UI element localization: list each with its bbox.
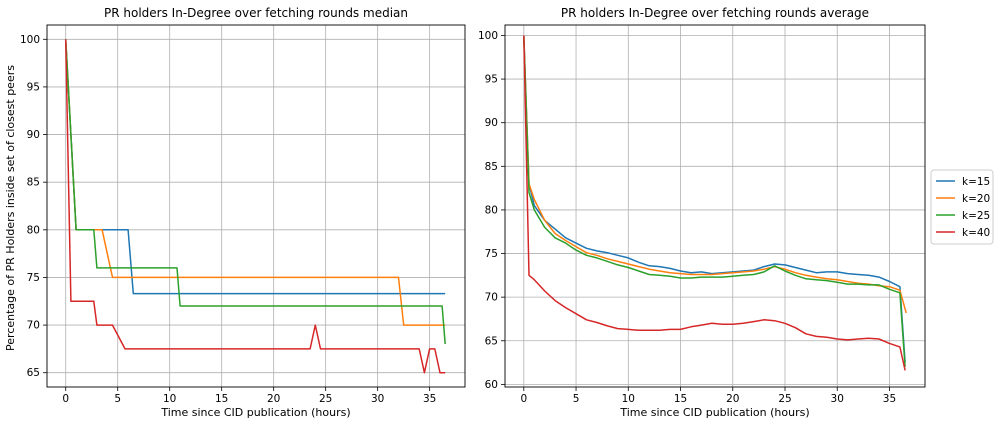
x-tick-label: 25 [778, 393, 791, 405]
legend-label: k=15 [962, 176, 990, 188]
series-line-k=25 [523, 35, 906, 367]
x-tick-label: 10 [163, 393, 176, 405]
legend: k=15 k=20 k=25 k=40 [930, 169, 994, 245]
y-tick-label: 70 [27, 320, 40, 332]
x-tick-label: 35 [883, 393, 896, 405]
chart-title: PR holders In-Degree over fetching round… [561, 6, 869, 20]
legend-label: k=25 [962, 210, 990, 222]
y-tick-label: 95 [27, 81, 40, 93]
x-tick-label: 5 [114, 393, 121, 405]
plot-frame [504, 24, 926, 388]
chart-left: 0 5 10 15 20 25 30 35 65 70 75 80 85 90 95 100 PR holder… [20, 6, 466, 419]
y-tick-label: 85 [485, 161, 498, 173]
y-tick-label: 100 [20, 34, 40, 46]
y-tick-label: 70 [485, 292, 498, 304]
y-tick-label: 80 [27, 224, 40, 236]
x-tick-label: 20 [267, 393, 280, 405]
x-tick-label: 15 [215, 393, 228, 405]
plot-frame [46, 24, 466, 388]
x-axis-label: Time since CID publication (hours) [619, 406, 809, 419]
series-line-k=20 [523, 35, 907, 314]
x-tick-label: 15 [674, 393, 687, 405]
y-tick-label: 80 [485, 204, 498, 216]
x-axis-label: Time since CID publication (hours) [160, 406, 350, 419]
legend-label: k=40 [962, 227, 990, 239]
x-tick-label: 0 [62, 393, 69, 405]
series-line-k=15 [64, 39, 446, 295]
y-tick-label: 90 [485, 117, 498, 129]
y-tick-label: 65 [485, 335, 498, 347]
y-tick-label: 85 [27, 177, 40, 189]
x-tick-label: 10 [622, 393, 635, 405]
chart-title: PR holders In-Degree over fetching round… [104, 6, 408, 20]
series-line-k=25 [64, 39, 446, 345]
x-tick-label: 25 [319, 393, 332, 405]
y-tick-label: 100 [478, 30, 498, 42]
y-tick-label: 65 [27, 367, 40, 379]
x-tick-label: 20 [726, 393, 739, 405]
y-tick-label: 75 [485, 248, 498, 260]
legend-box [930, 169, 994, 245]
chart-right: 0 5 10 15 20 25 30 35 60 65 70 75 80 85 90 95 100 PR hold… [478, 6, 926, 419]
y-axis-label: Percentage of PR Holders inside set of c… [4, 65, 17, 351]
legend-label: k=20 [962, 193, 990, 205]
x-tick-label: 0 [520, 393, 527, 405]
x-tick-label: 35 [423, 393, 436, 405]
series-line-k=15 [523, 35, 906, 363]
series-line-k=40 [523, 35, 906, 371]
y-tick-label: 75 [27, 272, 40, 284]
y-tick-label: 90 [27, 129, 40, 141]
x-tick-label: 5 [573, 393, 580, 405]
series-line-k=40 [64, 39, 446, 374]
y-tick-label: 95 [485, 74, 498, 86]
x-tick-label: 30 [371, 393, 384, 405]
x-tick-label: 30 [831, 393, 844, 405]
y-tick-label: 60 [485, 379, 498, 391]
